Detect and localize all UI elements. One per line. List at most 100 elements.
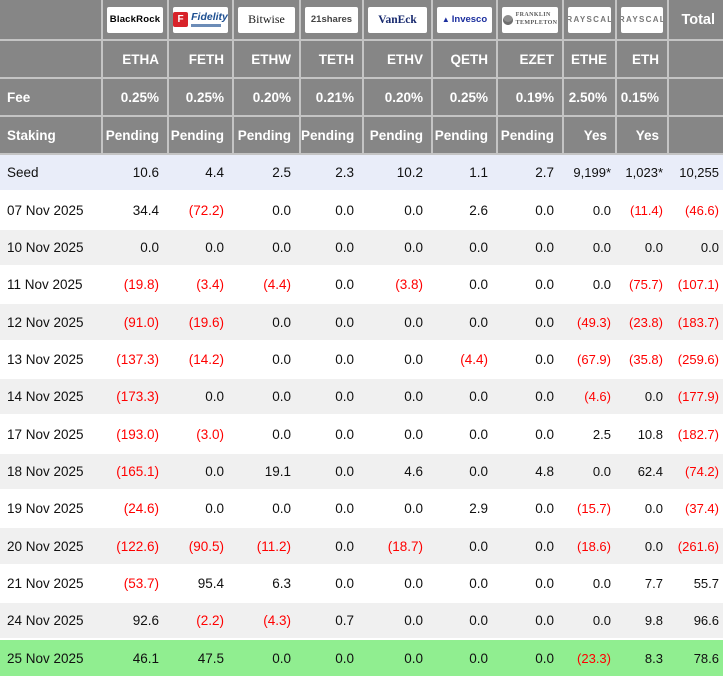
flow-value-cell: 0.0 [335, 202, 354, 218]
flow-value-cell: 0.0 [644, 501, 663, 517]
blackrock-logo: BlackRock [107, 6, 163, 33]
flow-value-cell: 78.6 [693, 650, 719, 666]
flow-value-cell: (11.2) [256, 538, 291, 554]
flow-value-cell: (4.6) [584, 389, 611, 405]
ticker-qeth: QETH [432, 40, 498, 79]
flow-value-cell: 6.3 [272, 575, 291, 591]
table-row: 24 Nov 2025 92.6 (2.2) (4.3) 0.7 0.0 0.0 0.0 0.0… [0, 602, 723, 640]
flow-value-cell: (72.2) [188, 202, 224, 218]
staking-etha: Pending [102, 116, 169, 155]
ticker-ethv: ETHV [363, 40, 433, 79]
fee-eth: 0.15% [616, 78, 669, 117]
flow-value-cell: (18.7) [387, 538, 423, 554]
provider-logo-cell-teth: 21shares [300, 0, 364, 41]
row-date-label: 07 Nov 2025 [7, 202, 84, 218]
flow-value-cell: 0.0 [469, 613, 488, 629]
flow-value-cell: 8.3 [644, 650, 663, 666]
row-date-label: 11 Nov 2025 [7, 277, 83, 293]
flow-value-cell: 0.0 [469, 575, 488, 591]
flow-value-cell: 0.0 [335, 501, 354, 517]
flow-value-cell: (18.6) [577, 538, 611, 554]
flow-value-cell: 47.5 [197, 650, 224, 666]
flow-value-cell: 0.0 [205, 389, 224, 405]
row-date-label: 13 Nov 2025 [7, 351, 84, 367]
flow-value-cell: 10,255 [679, 165, 719, 181]
table-row: 21 Nov 2025 (53.7) 95.4 6.3 0.0 0.0 0.0 0.0 0.0 7… [0, 564, 723, 603]
row-date-label: Seed [7, 165, 39, 181]
flow-value-cell: 0.7 [335, 613, 354, 629]
provider-logo-row: BlackRock F Fidelity Bitwise 21shares VanEck ▲… [0, 0, 723, 41]
flow-value-cell: 0.0 [592, 239, 611, 255]
invesco-logo: ▲ Invesco [437, 6, 492, 33]
flow-value-cell: 4.8 [535, 463, 554, 479]
flow-value-cell: 0.0 [469, 426, 488, 442]
flow-value-cell: 0.0 [535, 314, 554, 330]
flow-value-cell: 0.0 [592, 463, 611, 479]
flow-value-cell: 0.0 [272, 202, 291, 218]
flow-value-cell: 0.0 [272, 239, 291, 255]
flow-value-cell: 0.0 [335, 463, 354, 479]
flow-value-cell: 2.6 [469, 202, 488, 218]
flow-value-cell: 55.7 [693, 575, 719, 591]
franklin-line1-label: FRANKLIN [515, 12, 551, 19]
invesco-name-label: Invesco [451, 14, 488, 25]
fidelity-f-icon: F [173, 12, 189, 27]
table-row: 11 Nov 2025 (19.8) (3.4) (4.4) 0.0 (3.8) 0.0 0.… [0, 266, 723, 304]
flow-value-cell: (259.6) [677, 351, 719, 367]
row-date-label: 24 Nov 2025 [7, 613, 84, 629]
flow-value-cell: 0.0 [272, 501, 291, 517]
staking-qeth: Pending [432, 116, 498, 155]
flow-value-cell: (11.4) [630, 202, 663, 218]
flow-value-cell: 2.9 [469, 501, 488, 517]
flow-value-cell: 0.0 [535, 277, 554, 293]
flow-value-cell: 2.7 [535, 165, 554, 181]
flow-value-cell: 1,023* [625, 165, 663, 181]
flow-value-cell: (24.6) [123, 501, 159, 517]
flow-value-cell: (4.4) [263, 277, 291, 293]
staking-feth: Pending [168, 116, 234, 155]
flow-value-cell: (3.8) [395, 277, 423, 293]
fee-etha: 0.25% [102, 78, 169, 117]
flow-value-cell: (14.2) [188, 351, 224, 367]
franklin-head-icon [502, 14, 513, 25]
grayscale-logo: GRAYSCALE [568, 6, 611, 33]
flow-value-cell: 0.0 [272, 314, 291, 330]
flow-value-cell: 0.0 [140, 239, 159, 255]
flow-value-cell: (46.6) [685, 202, 719, 218]
flow-value-cell: 92.6 [132, 613, 159, 629]
flow-value-cell: (23.3) [577, 650, 611, 666]
row-date-label: 14 Nov 2025 [7, 389, 84, 405]
flow-value-cell: (49.3) [577, 314, 611, 330]
21shares-wordmark: 21shares [310, 14, 353, 25]
flow-value-cell: (35.8) [629, 351, 663, 367]
flow-value-cell: 0.0 [404, 351, 423, 367]
flow-value-cell: 0.0 [592, 277, 611, 293]
flow-value-cell: (23.8) [629, 314, 663, 330]
flow-data-body: Seed 10.6 4.4 2.5 2.3 10.2 1.1 2.7 9,199* 1,023* 1… [0, 154, 723, 677]
flow-value-cell: 0.0 [469, 538, 488, 554]
flow-value-cell: 2.3 [335, 165, 354, 181]
flow-value-cell: (137.3) [116, 351, 159, 367]
flow-value-cell: 0.0 [335, 575, 354, 591]
flow-value-cell: 0.0 [469, 463, 488, 479]
flow-value-cell: (67.9) [577, 351, 611, 367]
flow-value-cell: 0.0 [535, 538, 554, 554]
fidelity-subline-icon [191, 23, 222, 27]
flow-value-cell: (15.7) [577, 501, 611, 517]
flow-value-cell: 0.0 [535, 202, 554, 218]
row-date-label: 25 Nov 2025 [7, 650, 84, 666]
flow-value-cell: 0.0 [592, 613, 611, 629]
ticker-ethw: ETHW [233, 40, 301, 79]
fee-total-blank [668, 78, 723, 117]
flow-value-cell: 46.1 [132, 650, 159, 666]
total-header-label: Total [668, 0, 723, 41]
flow-value-cell: 0.0 [535, 239, 554, 255]
flow-value-cell: 4.6 [404, 463, 423, 479]
staking-ethe: Yes [563, 116, 617, 155]
ticker-row: ETHA FETH ETHW TETH ETHV QETH EZET ETHE ETH [0, 40, 723, 79]
bitwise-logo: Bitwise [238, 6, 295, 33]
fidelity-name-label: Fidelity [191, 11, 228, 24]
flow-value-cell: (182.7) [677, 426, 719, 442]
row-date-label: 18 Nov 2025 [7, 463, 84, 479]
ticker-ezet: EZET [497, 40, 564, 79]
